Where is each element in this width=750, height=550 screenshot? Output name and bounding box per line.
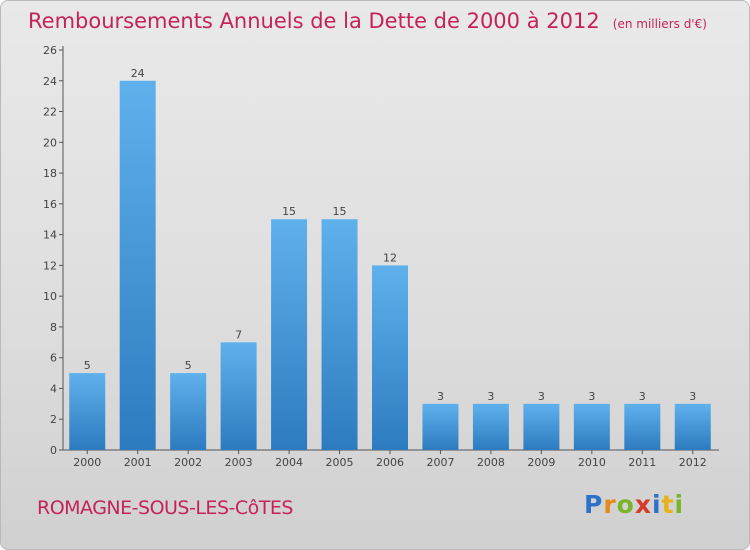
bar [372,265,408,450]
y-tick-label: 16 [43,198,57,211]
y-tick-label: 26 [43,44,57,57]
bar-value-label: 5 [185,359,192,372]
y-tick-label: 18 [43,167,57,180]
bar [523,403,560,450]
x-tick-label: 2004 [275,456,303,469]
chart-subtitle: (en milliers d'€) [612,17,707,31]
y-tick-label: 0 [50,444,57,457]
bar [69,373,106,450]
bar-value-label: 15 [333,205,347,218]
y-tick-label: 4 [50,382,57,395]
bar-value-label: 12 [383,251,397,264]
y-tick-label: 8 [50,321,57,334]
x-tick-label: 2002 [174,456,202,469]
bar [472,403,509,450]
y-tick-label: 22 [43,106,57,119]
bar [422,403,459,450]
x-tick-label: 2005 [326,456,354,469]
bar [220,342,257,450]
bar-value-label: 3 [538,390,545,403]
bars: 5 24 5 7 15 15 12 3 3 3 3 3 3 [69,67,711,451]
chart-title: Remboursements Annuels de la Dette de 20… [28,9,600,33]
bar [119,80,156,451]
bar [321,219,358,450]
x-tick-label: 2001 [124,456,152,469]
bar-value-label: 24 [131,67,145,80]
bar-value-label: 3 [588,390,595,403]
city-name: ROMAGNE-SOUS-LES-CôTES [37,497,293,519]
y-tick-label: 10 [43,290,57,303]
bar [674,403,711,450]
bar-value-label: 7 [235,328,242,341]
chart-title-block: Remboursements Annuels de la Dette de 20… [28,9,707,33]
x-tick-label: 2000 [73,456,101,469]
bar-value-label: 5 [84,359,91,372]
bar-value-label: 3 [437,390,444,403]
y-tick-label: 2 [50,413,57,426]
x-tick-label: 2010 [578,456,606,469]
bar [573,403,610,450]
x-tick-label: 2003 [225,456,253,469]
bar-value-label: 15 [282,205,296,218]
bar [624,403,661,450]
x-tick-label: 2009 [527,456,555,469]
bar [170,373,207,450]
bar-value-label: 3 [689,390,696,403]
x-tick-label: 2011 [628,456,656,469]
x-tick-label: 2008 [477,456,505,469]
proxiti-logo[interactable]: Proxiti [584,490,685,519]
bar-value-label: 3 [487,390,494,403]
bar [271,219,308,450]
y-tick-label: 12 [43,259,57,272]
bar-value-label: 3 [639,390,646,403]
x-tick-label: 2012 [679,456,707,469]
y-tick-label: 20 [43,136,57,149]
y-tick-label: 14 [43,229,57,242]
y-tick-label: 6 [50,352,57,365]
x-tick-label: 2007 [426,456,454,469]
x-tick-label: 2006 [376,456,404,469]
y-tick-label: 24 [43,75,57,88]
